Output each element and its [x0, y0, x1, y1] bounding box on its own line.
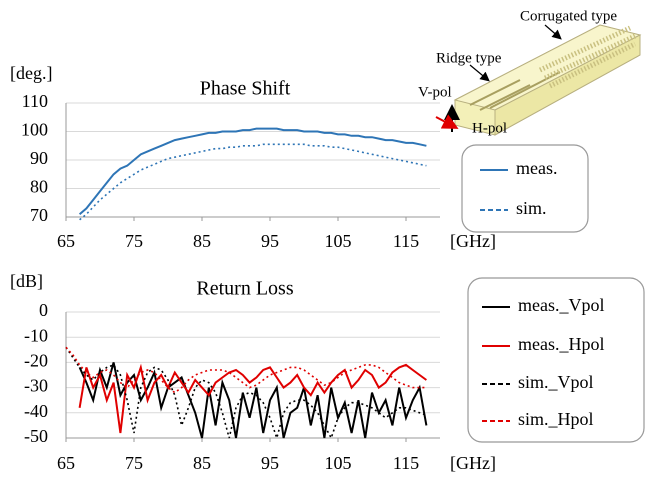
illustration-label: V-pol: [418, 84, 452, 100]
x-tick-label: 95: [261, 453, 279, 473]
x-tick-label: 115: [393, 453, 419, 473]
x-axis-label: [GHz]: [450, 453, 496, 473]
y-tick-label: 90: [30, 148, 48, 168]
legend-label: meas._Hpol: [518, 334, 604, 354]
x-axis-label: [GHz]: [450, 231, 496, 251]
legend-label: sim._Vpol: [518, 372, 594, 392]
y-tick-label: 80: [30, 177, 48, 197]
series-line: [80, 129, 427, 215]
y-axis-label: [deg.]: [10, 63, 52, 83]
figure: Corrugated type Ridge type V-pol H-pol Phase…: [0, 0, 650, 478]
x-tick-label: 105: [325, 453, 352, 473]
chart-title: Return Loss: [196, 278, 293, 300]
x-tick-label: 85: [193, 231, 211, 251]
y-tick-label: -50: [24, 426, 48, 446]
legend-label: sim._Hpol: [518, 409, 594, 429]
x-tick-label: 85: [193, 453, 211, 473]
x-tick-label: 65: [57, 453, 75, 473]
device-illustration: [436, 25, 640, 135]
y-tick-label: 70: [30, 205, 48, 225]
x-tick-label: 95: [261, 231, 279, 251]
x-tick-label: 105: [325, 231, 352, 251]
series-line: [66, 347, 426, 392]
y-tick-label: 100: [21, 120, 48, 140]
illustration-label: Corrugated type: [520, 8, 617, 24]
illustration-label: H-pol: [472, 120, 507, 136]
chart-title: Phase Shift: [200, 78, 291, 100]
y-tick-label: -30: [24, 376, 48, 396]
legend-label: meas.: [516, 158, 557, 178]
y-tick-label: -20: [24, 351, 48, 371]
x-tick-label: 75: [125, 231, 143, 251]
y-axis-label: [dB]: [10, 271, 43, 291]
series-line: [80, 362, 427, 438]
page: {"chart_data": [ {"type": "line", "title…: [0, 0, 650, 478]
y-tick-label: -40: [24, 401, 48, 421]
x-tick-label: 75: [125, 453, 143, 473]
y-tick-label: 0: [39, 300, 48, 320]
x-tick-label: 115: [393, 231, 419, 251]
legend-label: meas._Vpol: [518, 295, 604, 315]
illustration-label: Ridge type: [436, 50, 502, 66]
y-tick-label: -10: [24, 325, 48, 345]
legend-label: sim.: [516, 198, 547, 218]
x-tick-label: 65: [57, 231, 75, 251]
y-tick-label: 110: [22, 91, 48, 111]
series-line: [80, 144, 427, 220]
